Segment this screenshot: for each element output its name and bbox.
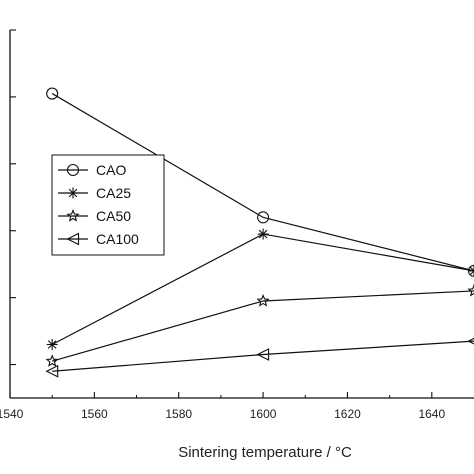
data-point-ca25 — [46, 338, 58, 350]
data-point-ca100 — [45, 364, 59, 378]
data-point-cao — [46, 87, 59, 100]
legend-marker — [66, 209, 80, 222]
legend-item-ca25: CA25 — [58, 185, 131, 201]
x-tick-label: 1600 — [250, 407, 277, 421]
x-axis-label: Sintering temperature / °C — [178, 444, 352, 461]
data-point-ca50 — [467, 284, 474, 297]
data-point-ca50 — [256, 294, 270, 307]
series-line-cao — [51, 93, 474, 272]
legend-item-ca50: CA50 — [58, 208, 131, 224]
data-point-cao — [257, 211, 270, 224]
data-point-ca25 — [468, 265, 474, 277]
legend-item-cao: CAO — [58, 162, 126, 178]
data-point-ca50 — [45, 354, 59, 367]
axes: 1540 1560 1580 1600 1620 1640 — [0, 29, 474, 421]
legend: CAO CA25 CA50 CA100 — [51, 154, 165, 256]
legend-label: CA100 — [96, 231, 139, 247]
x-tick-label: 1640 — [418, 407, 445, 421]
x-tick-label: 1620 — [334, 407, 361, 421]
series-line-ca50 — [52, 290, 474, 362]
legend-marker — [66, 232, 80, 246]
legend-marker — [67, 187, 79, 199]
data-point-ca100 — [256, 348, 270, 361]
legend-marker — [66, 163, 80, 177]
x-tick-label: 1560 — [81, 407, 108, 421]
series-ca50 — [45, 284, 474, 367]
series-layer — [45, 87, 474, 378]
legend-item-ca100: CA100 — [58, 231, 139, 247]
series-line-ca100 — [52, 340, 474, 372]
x-tick-label: 1540 — [0, 407, 24, 421]
legend-label: CA25 — [96, 185, 131, 201]
series-ca25 — [46, 228, 474, 350]
legend-label: CA50 — [96, 208, 131, 224]
x-tick-label: 1580 — [165, 407, 192, 421]
data-point-ca25 — [257, 228, 269, 240]
series-ca100 — [45, 337, 474, 378]
legend-box — [51, 154, 165, 256]
legend-label: CAO — [96, 162, 126, 178]
